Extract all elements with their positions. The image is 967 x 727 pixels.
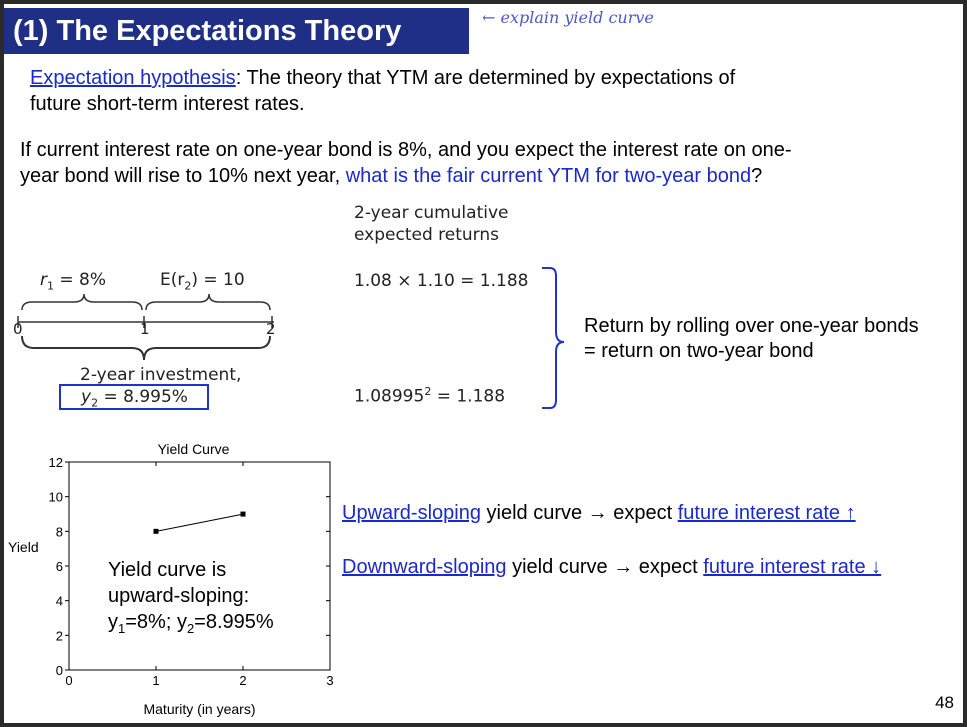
bullet-downward: Downward-sloping yield curve → expect fu…: [342, 554, 881, 580]
chart-title: Yield Curve: [158, 441, 230, 457]
definition-text: : The theory that YTM are determined by …: [235, 67, 736, 89]
x-tick-label: 2: [239, 673, 246, 688]
bond-calc-base: 1.08995: [354, 386, 425, 407]
y-tick-label: 10: [49, 490, 63, 505]
bond-calc-result: = 1.188: [431, 386, 506, 407]
brace-period-2: [145, 294, 271, 311]
y1-symbol: y: [108, 611, 118, 633]
er2-symbol: E(r: [160, 270, 185, 290]
equivalence-text: Return by rolling over one-year bonds = …: [584, 314, 919, 364]
definition-text-line2: future short-term interest rates.: [30, 93, 305, 115]
timeline-label-0: 0: [13, 320, 23, 338]
x-tick-label: 0: [65, 673, 72, 688]
downward-text: yield curve → expect: [506, 556, 704, 578]
rolling-calc: 1.08 × 1.10 = 1.188: [354, 271, 529, 291]
upward-text: yield curve → expect: [480, 502, 678, 524]
cumulative-header-line1: 2-year cumulative: [354, 203, 509, 223]
data-point: [240, 511, 246, 517]
bond-calc-exponent: 2: [424, 385, 432, 398]
y1-value: =8%;: [125, 611, 177, 633]
data-point: [153, 528, 159, 534]
chart-annotation-line3: y1=8%; y2=8.995%: [108, 609, 274, 642]
future-rate-up-link[interactable]: future interest rate ↑: [677, 502, 856, 524]
y-tick-label: 4: [56, 594, 63, 609]
r1-subscript: 1: [47, 279, 54, 293]
slide-title: (1) The Expectations Theory: [4, 8, 469, 54]
brace-two-year: [21, 335, 271, 361]
y-tick-label: 12: [49, 455, 63, 470]
definition-term-link[interactable]: Expectation hypothesis: [30, 67, 236, 89]
y2-value: = 8.995%: [98, 387, 188, 407]
r1-value: = 8%: [54, 270, 107, 290]
handwritten-annotation: ← explain yield curve: [482, 8, 654, 27]
x-tick-label: 3: [326, 673, 333, 688]
chart-annotation-line1: Yield curve is: [108, 559, 227, 581]
y-axis-label: Yield: [8, 539, 39, 555]
y1-subscript: 1: [118, 621, 126, 636]
r1-symbol: r: [40, 270, 47, 290]
slide: (1) The Expectations Theory ← explain yi…: [4, 4, 963, 723]
cumulative-header: 2-year cumulative expected returns: [354, 202, 509, 246]
equivalence-line2: = return on two-year bond: [584, 340, 814, 362]
timeline-diagram: [17, 294, 274, 361]
definition: Expectation hypothesis: The theory that …: [30, 65, 930, 117]
upward-sloping-link[interactable]: Upward-sloping: [342, 502, 481, 524]
cumulative-header-line2: expected returns: [354, 225, 499, 245]
bond-calc: 1.089952 = 1.188: [354, 385, 505, 407]
question-line1: If current interest rate on one-year bon…: [20, 139, 792, 161]
question-prefix: year bond will rise to 10% next year,: [20, 165, 346, 187]
er2-label: E(r2) = 10: [160, 270, 245, 292]
brace-period-1: [21, 294, 143, 311]
x-tick-label: 1: [152, 673, 159, 688]
y2-chart-subscript: 2: [186, 621, 195, 636]
downward-sloping-link[interactable]: Downward-sloping: [342, 556, 507, 578]
future-rate-down-link[interactable]: future interest rate ↓: [703, 556, 882, 578]
investment-label: 2-year investment,: [80, 365, 242, 385]
chart-annotation: Yield curve is upward-sloping: y1=8%; y2…: [108, 557, 274, 642]
er2-subscript: 2: [184, 279, 192, 293]
er2-value: ) = 10: [191, 270, 245, 290]
timeline-label-2: 2: [266, 320, 276, 338]
bullet-upward: Upward-sloping yield curve → expect futu…: [342, 500, 856, 526]
equivalence-line1: Return by rolling over one-year bonds: [584, 315, 919, 337]
y-tick-label: 2: [56, 628, 63, 643]
y-tick-label: 8: [56, 524, 63, 539]
y-tick-label: 0: [56, 663, 63, 678]
page-number: 48: [935, 693, 954, 712]
y2-subscript: 2: [91, 396, 99, 410]
r1-label: r1 = 8%: [40, 270, 106, 292]
y2-symbol: y: [81, 387, 92, 407]
question-highlight: what is the fair current YTM for two-yea…: [345, 165, 752, 187]
y2-box: y2 = 8.995%: [59, 384, 209, 410]
timeline-label-1: 1: [140, 320, 150, 338]
chart-annotation-line2: upward-sloping:: [108, 585, 250, 607]
series-line: [155, 513, 244, 532]
x-axis-label: Maturity (in years): [143, 701, 255, 717]
y-tick-label: 6: [56, 559, 63, 574]
question: If current interest rate on one-year bon…: [20, 137, 955, 189]
question-suffix: ?: [751, 165, 763, 187]
right-bracket: [542, 267, 565, 409]
y2-chart-value: =8.995%: [194, 611, 274, 633]
y2-chart-symbol: y: [176, 611, 187, 633]
